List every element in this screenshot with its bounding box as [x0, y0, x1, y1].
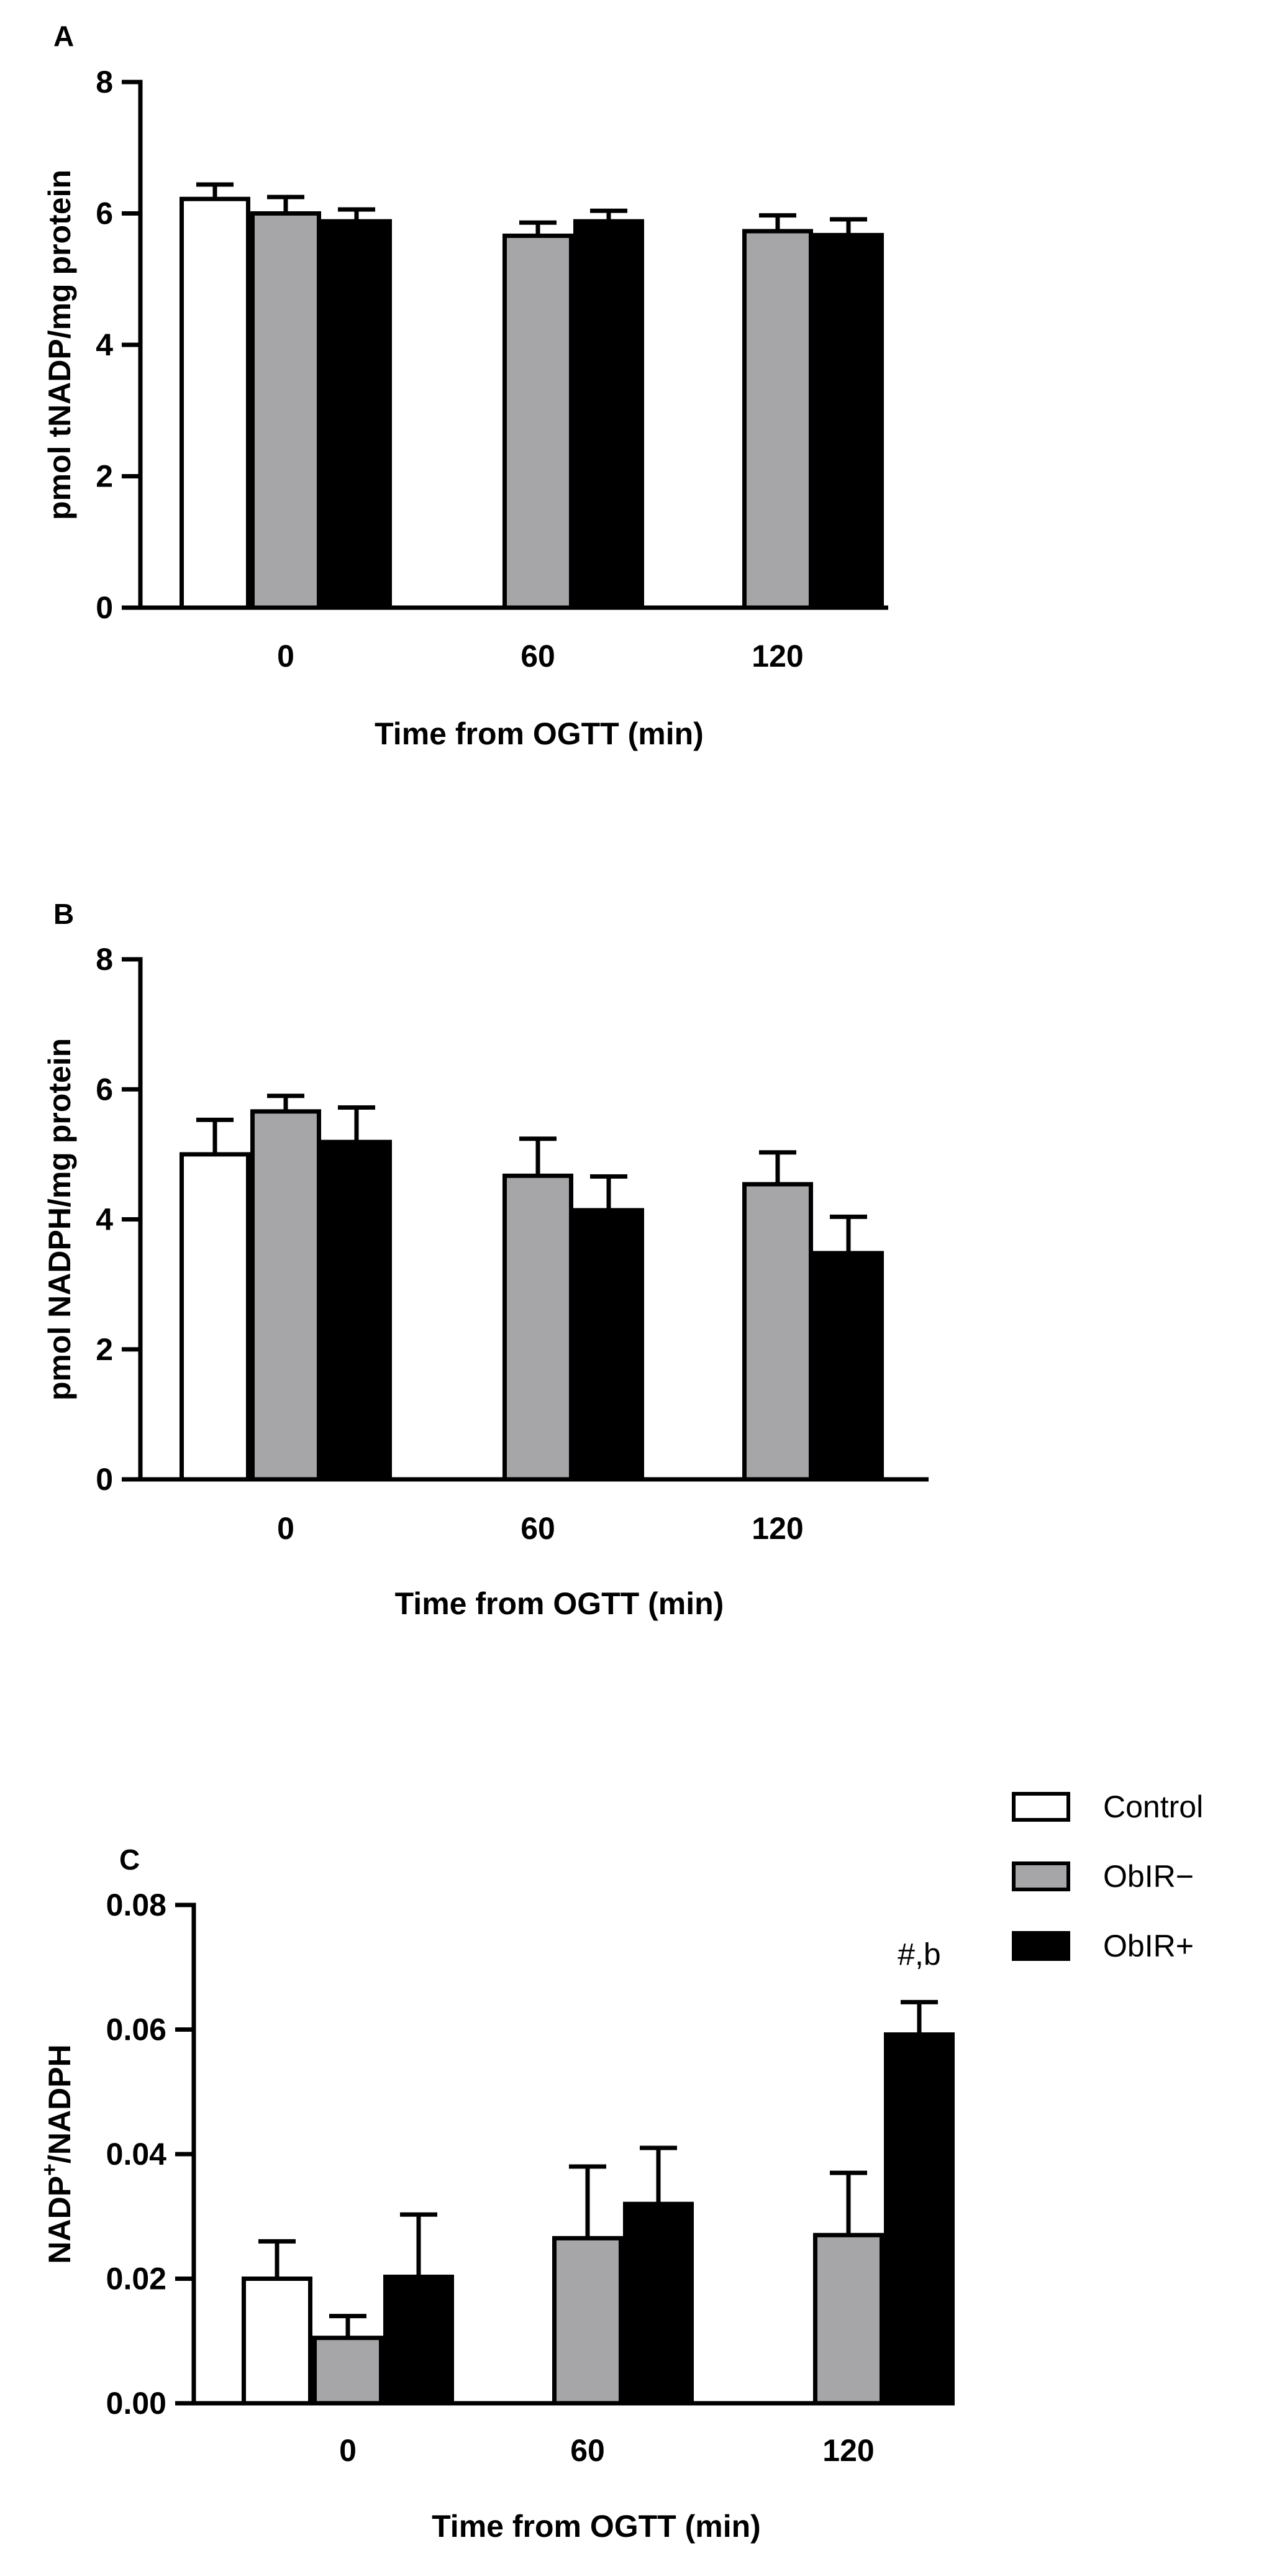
legend-swatch-Control — [1012, 1792, 1070, 1822]
y-axis-title: pmol tNADP/mg protein — [42, 170, 77, 520]
x-tick-label: 120 — [752, 639, 803, 674]
x-tick-label: 0 — [339, 2433, 357, 2468]
chart-panel-A: A 0 2 4 6 8 0 60 120 Time from OGTT (min) pmol tNA… — [42, 20, 888, 751]
y-axis-title: NADP+/NADPH — [38, 2044, 77, 2263]
bar-ObIR-120 — [884, 2032, 955, 2406]
bar-ObIR-120 — [742, 229, 813, 610]
x-tick-label: 60 — [521, 1511, 555, 1546]
y-tick-label: 0.08 — [106, 1888, 166, 1922]
panel-label: B — [53, 898, 74, 930]
bar-ObIR-60 — [502, 1173, 573, 1482]
legend-swatch-ObIR — [1012, 1861, 1070, 1891]
y-tick-label: 6 — [96, 1072, 113, 1107]
legend-label-ObIR: ObIR+ — [1103, 1929, 1194, 1963]
bar-ObIR-60 — [502, 233, 573, 610]
significance-annotation: #,b — [898, 1937, 941, 1971]
y-axis-title: pmol NADPH/mg protein — [42, 1038, 77, 1400]
legend-swatch-ObIR — [1012, 1931, 1070, 1961]
x-axis-title: Time from OGTT (min) — [375, 716, 704, 751]
x-tick-label: 120 — [822, 2433, 874, 2468]
y-tick-label: 0 — [96, 590, 113, 625]
bar-ObIR-60 — [573, 1208, 644, 1482]
chart-panel-B: B 0 2 4 6 8 0 60 120 Time from OGTT (min) pmol NAD… — [42, 898, 929, 1621]
panel-label: A — [53, 20, 74, 52]
bar-Control-0 — [242, 2277, 312, 2406]
y-tick-label: 2 — [96, 459, 113, 494]
y-tick-label: 4 — [96, 327, 113, 362]
bar-ObIR-120 — [813, 232, 884, 610]
y-tick-label: 2 — [96, 1332, 113, 1367]
y-tick-label: 8 — [96, 942, 113, 977]
y-tick-label: 8 — [96, 65, 113, 99]
x-tick-label: 0 — [277, 1511, 294, 1546]
bar-ObIR-0 — [383, 2274, 454, 2406]
y-tick-label: 0 — [96, 1462, 113, 1497]
bar-ObIR-0 — [312, 2336, 383, 2406]
x-tick-label: 0 — [277, 639, 294, 674]
y-tick-label: 0.02 — [106, 2262, 166, 2296]
panel-label: C — [119, 1843, 140, 1876]
legend-label-Control: Control — [1103, 1789, 1203, 1824]
y-tick-label: 4 — [96, 1202, 113, 1237]
bar-Control-0 — [180, 196, 250, 610]
legend-label-ObIR: ObIR− — [1103, 1859, 1194, 1894]
y-tick-label: 0.00 — [106, 2386, 166, 2421]
y-tick-label: 0.06 — [106, 2012, 166, 2047]
x-axis-title: Time from OGTT (min) — [432, 2509, 761, 2544]
bar-ObIR-0 — [250, 211, 321, 610]
y-tick-label: 6 — [96, 196, 113, 231]
legend: Control ObIR− ObIR+ — [1012, 1789, 1203, 1963]
chart-panel-C: C 0.00 0.02 0.04 0.06 0.08 0 60 120 #,b Time from … — [38, 1843, 955, 2544]
x-axis-title: Time from OGTT (min) — [395, 1586, 724, 1621]
bar-ObIR-60 — [573, 219, 644, 610]
bar-ObIR-120 — [813, 1251, 884, 1482]
bar-ObIR-0 — [321, 219, 392, 610]
bar-ObIR-0 — [321, 1140, 392, 1482]
bar-ObIR-60 — [552, 2236, 623, 2406]
bar-ObIR-120 — [813, 2232, 884, 2406]
bar-ObIR-0 — [250, 1109, 321, 1482]
x-tick-label: 60 — [570, 2433, 605, 2468]
bar-Control-0 — [180, 1152, 250, 1482]
y-tick-label: 0.04 — [106, 2137, 167, 2172]
x-tick-label: 60 — [521, 639, 555, 674]
bar-ObIR-120 — [742, 1182, 813, 1482]
x-tick-label: 120 — [752, 1511, 803, 1546]
bar-ObIR-60 — [623, 2201, 694, 2406]
